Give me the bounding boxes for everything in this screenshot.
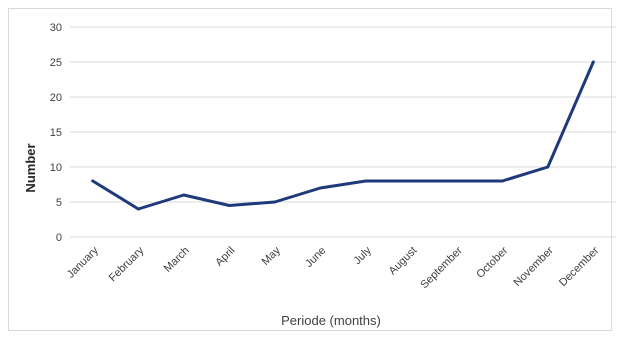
- x-tick-label: July: [352, 244, 375, 267]
- y-tick-label: 30: [50, 22, 62, 34]
- y-tick-label: 15: [50, 127, 62, 139]
- data-point-february: [136, 207, 140, 211]
- x-tick-label: December: [557, 244, 602, 289]
- x-tick-label: September: [418, 244, 465, 291]
- data-point-march: [182, 193, 186, 197]
- series-lines: [91, 60, 595, 211]
- data-point-july: [364, 179, 368, 183]
- x-tick-label: October: [474, 244, 510, 280]
- y-tick-label: 5: [56, 197, 62, 209]
- x-tick-label: June: [303, 245, 328, 270]
- y-axis-title: Number: [23, 143, 38, 192]
- x-tick-label: March: [162, 245, 192, 275]
- y-tick-labels: 0 5 10 15 20 25 30: [50, 22, 62, 244]
- data-point-december: [591, 60, 595, 64]
- data-point-june: [318, 186, 322, 190]
- x-tick-label: November: [512, 244, 557, 289]
- data-point-january: [91, 179, 95, 183]
- x-tick-label: January: [65, 244, 102, 281]
- x-tick-label: May: [260, 244, 284, 268]
- data-point-september: [455, 179, 459, 183]
- y-tick-label: 25: [50, 57, 62, 69]
- x-tick-label: February: [107, 244, 147, 284]
- series-line-0: [91, 60, 595, 211]
- y-tick-label: 0: [56, 232, 62, 244]
- x-axis-title: Periode (months): [281, 313, 381, 328]
- data-point-november: [546, 165, 550, 169]
- data-point-april: [227, 204, 231, 207]
- x-tick-label: April: [213, 245, 237, 269]
- x-tick-labels: January February March April May June July Augu…: [65, 244, 602, 291]
- data-point-may: [273, 200, 277, 204]
- data-point-august: [409, 179, 413, 183]
- data-point-october: [500, 179, 504, 183]
- y-tick-label: 20: [50, 92, 62, 104]
- y-tick-label: 10: [50, 162, 62, 174]
- x-tick-label: August: [387, 245, 420, 278]
